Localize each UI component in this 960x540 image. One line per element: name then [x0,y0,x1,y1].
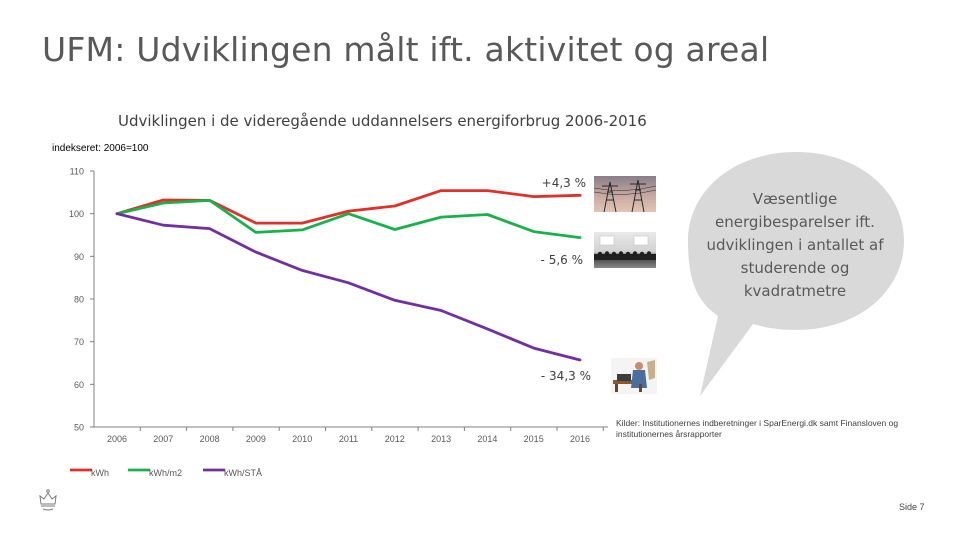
chart-title: Udviklingen i de videregående uddannelse… [118,112,647,130]
x-tick-label: 2013 [431,434,451,444]
y-tick-label: 70 [74,337,84,347]
slide-title: UFM: Udviklingen målt ift. aktivitet og … [42,30,770,69]
x-tick-label: 2007 [153,434,173,444]
chart-subtitle: indekseret: 2006=100 [52,143,149,154]
x-tick-labels: 2006 2007 2008 2009 2010 2011 2012 2013 2014 2015… [107,427,604,444]
crown-logo-icon [39,489,57,511]
callout-bubble [688,152,904,396]
x-tick-label: 2012 [385,434,405,444]
x-tick-label: 2014 [477,434,497,444]
page-number: Side 7 [899,502,925,512]
chart-axes [93,171,608,428]
legend-kwh-label: kWh [91,468,109,478]
end-label: - 34,3 % [541,369,591,383]
x-tick-label: 2011 [339,434,358,444]
y-tick-label: 100 [69,209,84,219]
legend-kwh-m2-label: kWh/m2 [149,468,182,478]
series-line-kwh-sta [115,212,582,362]
series-line-kwh-m2 [115,198,582,240]
callout-bubble-shape [688,152,904,396]
x-tick-label: 2008 [200,434,220,444]
legend-kwh-sta-label: kWh/STÅ [224,468,262,478]
auditorium-photo [594,232,656,268]
series-line-kwh [115,189,582,225]
series-lines [115,189,582,362]
y-tick-label: 50 [74,423,84,433]
y-tick-labels: 50 60 70 80 90 100 110 [69,167,94,433]
x-tick-label: 2010 [292,434,312,444]
x-tick-label: 2016 [570,434,590,444]
y-tick-label: 80 [74,295,84,305]
y-tick-label: 90 [74,252,84,262]
chart-legend: kWh kWh/m2 kWh/STÅ [70,468,262,478]
y-tick-label: 60 [74,380,84,390]
power-pylons-photo [594,176,656,212]
y-tick-label: 110 [70,167,84,177]
x-tick-label: 2009 [246,434,266,444]
end-label: - 5,6 % [541,253,583,267]
student-at-desk-photo [611,358,657,394]
end-labels: +4,3 % - 5,6 % - 34,3 % [541,176,591,383]
callout-text: Væsentlige energibesparelser ift. udvikl… [706,190,884,300]
x-tick-label: 2015 [524,434,544,444]
x-tick-label: 2006 [107,434,127,444]
sources-note: Kilder: Institutionernes indberetninger … [616,418,899,439]
end-label: +4,3 % [542,176,586,190]
